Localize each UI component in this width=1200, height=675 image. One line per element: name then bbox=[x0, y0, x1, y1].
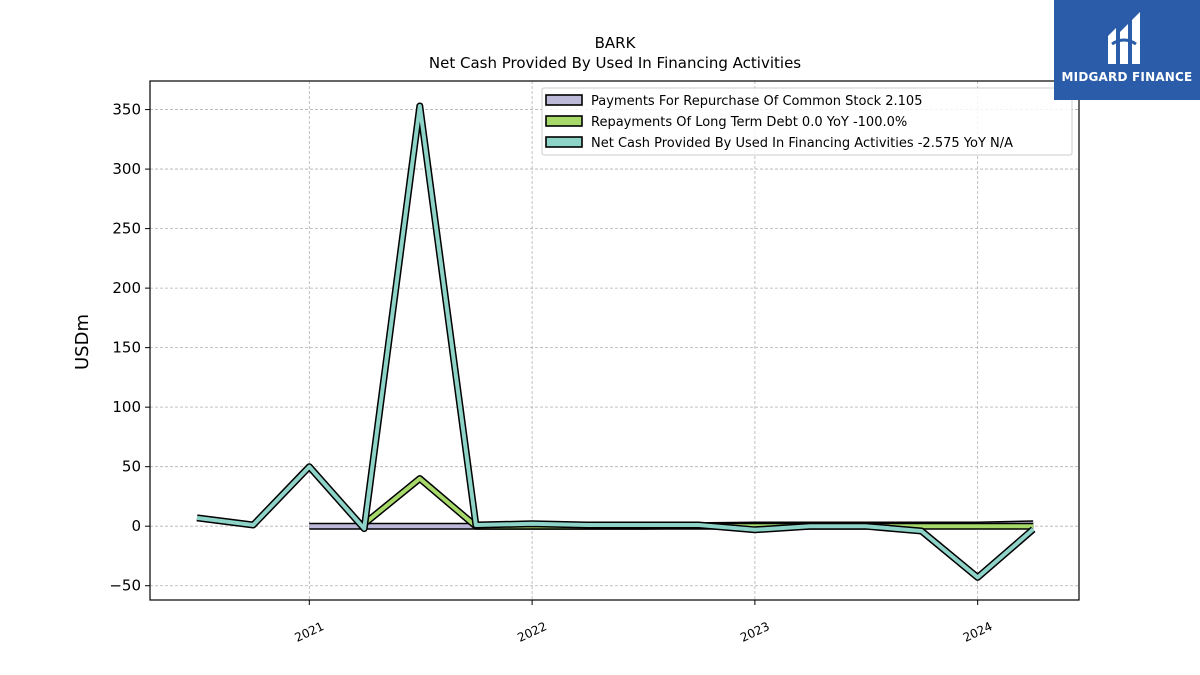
legend-swatch bbox=[545, 115, 583, 127]
y-tick-label: 150 bbox=[112, 339, 141, 357]
series-outline bbox=[196, 102, 1036, 581]
y-tick-label: 300 bbox=[112, 160, 141, 178]
grid bbox=[150, 81, 1079, 600]
series-line bbox=[362, 476, 1034, 529]
logo-mark-icon bbox=[1108, 12, 1140, 64]
legend-label: Payments For Repurchase Of Common Stock … bbox=[591, 94, 922, 109]
legend-swatch bbox=[545, 94, 583, 106]
chart-title: BARK bbox=[595, 34, 637, 52]
chart-subtitle: Net Cash Provided By Used In Financing A… bbox=[429, 54, 801, 72]
brand-logo: MIDGARD FINANCE bbox=[1054, 0, 1200, 100]
legend-label: Repayments Of Long Term Debt 0.0 YoY -10… bbox=[591, 115, 907, 130]
legend-box bbox=[541, 87, 1073, 156]
y-tick-label: −50 bbox=[109, 577, 141, 595]
y-tick-label: 350 bbox=[112, 101, 141, 119]
plot-frame bbox=[149, 80, 1080, 601]
legend-label: Net Cash Provided By Used In Financing A… bbox=[591, 136, 1013, 151]
y-tick-label: 50 bbox=[122, 458, 141, 476]
legend: Payments For Repurchase Of Common Stock … bbox=[541, 87, 1073, 156]
y-axis-label: USDm bbox=[72, 314, 93, 370]
ticks: −50 0 50 100 150 200 250 300 350 2021 2022 2023 2024 bbox=[109, 101, 994, 645]
x-tick-label: 2024 bbox=[961, 619, 995, 645]
x-tick-label: 2022 bbox=[515, 619, 549, 645]
y-tick-label: 0 bbox=[131, 517, 141, 535]
y-tick-label: 250 bbox=[112, 220, 141, 238]
legend-swatch bbox=[545, 136, 583, 148]
y-tick-label: 200 bbox=[112, 279, 141, 297]
x-tick-label: 2021 bbox=[293, 619, 327, 645]
x-tick-label: 2023 bbox=[738, 619, 772, 645]
series-group bbox=[196, 102, 1036, 581]
y-tick-label: 100 bbox=[112, 398, 141, 416]
series-line bbox=[196, 104, 1035, 580]
logo-text: MIDGARD FINANCE bbox=[1061, 70, 1193, 84]
